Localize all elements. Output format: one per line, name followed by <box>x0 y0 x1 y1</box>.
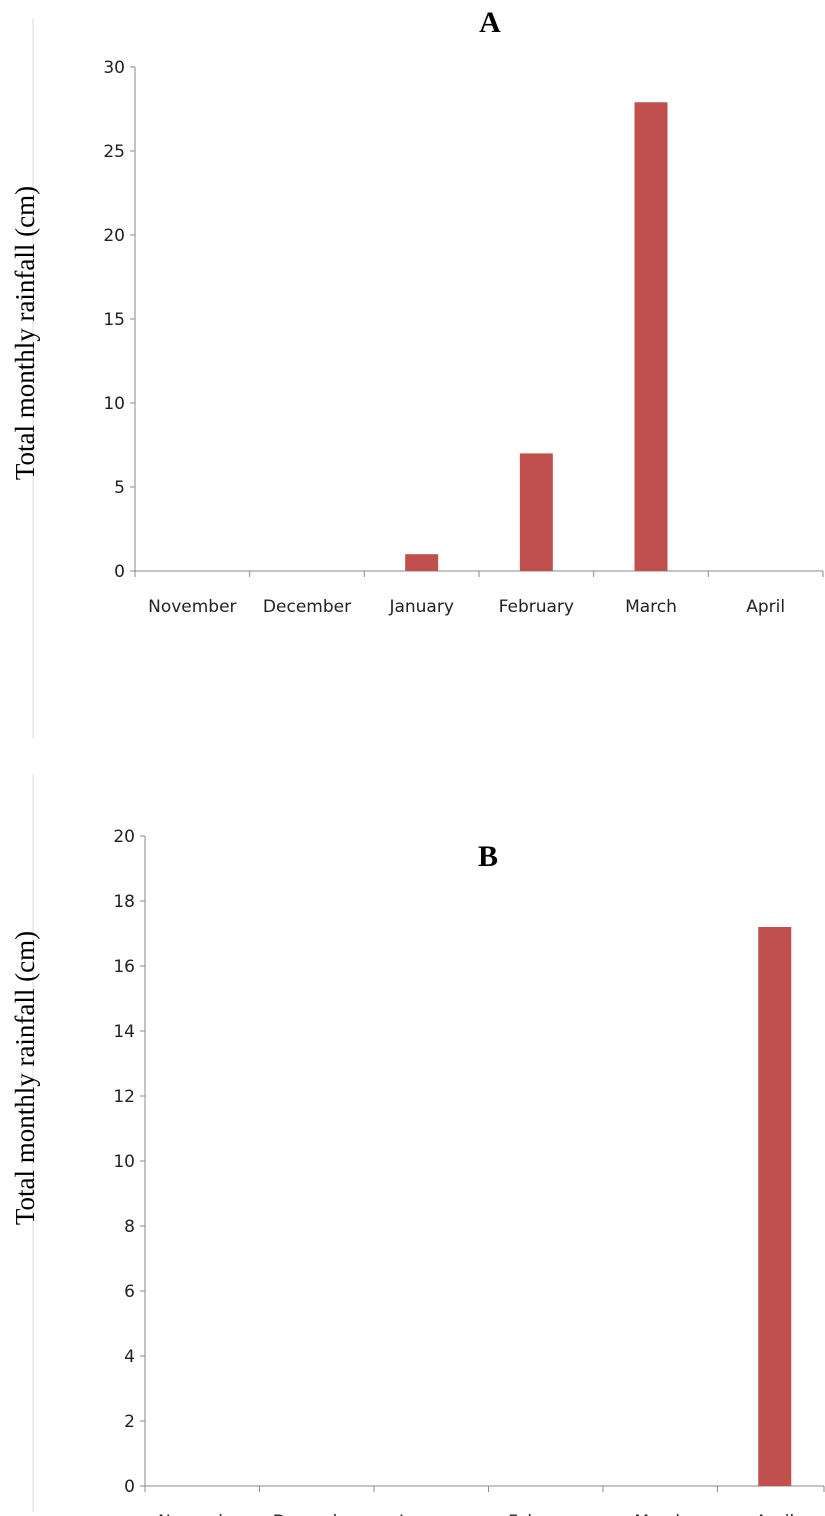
chart-b-y-tick-label: 6 <box>124 1282 135 1302</box>
chart-a-x-tick-label: December <box>263 597 351 617</box>
chart-a-y-tick-label: 0 <box>114 562 125 582</box>
chart-a-y-tick-label: 25 <box>103 142 125 162</box>
chart-a-x-tick-label: April <box>746 597 785 617</box>
chart-b-y-tick-label: 4 <box>124 1347 135 1367</box>
chart-b-y-tick-label: 2 <box>124 1412 135 1432</box>
chart-b-title: B <box>478 840 498 873</box>
chart-a-title: A <box>479 6 501 39</box>
chart-a-plot-area: 0 5 10 15 20 25 30 November December January Febru… <box>103 58 824 617</box>
chart-b-y-tick-label: 14 <box>113 1022 135 1042</box>
chart-b-x-tick-label: November <box>158 1512 246 1516</box>
chart-b-bar-april <box>758 927 792 1486</box>
chart-a-y-tick-label: 20 <box>103 226 125 246</box>
chart-a-x-tick-label: November <box>148 597 236 617</box>
chart-b-plot-area: 0 2 4 6 8 10 12 14 16 18 20 November December January… <box>113 827 825 1516</box>
chart-b-x-tick-label: January <box>398 1512 463 1516</box>
chart-a-bar-january <box>405 554 439 571</box>
chart-b-x-tick-label: March <box>634 1512 686 1516</box>
chart-b-x-tick-label: February <box>508 1512 583 1516</box>
chart-b-x-tick-label: December <box>273 1512 361 1516</box>
chart-b-y-tick-label: 8 <box>124 1217 135 1237</box>
chart-a-x-tick-label: March <box>625 597 677 617</box>
chart-b-y-tick-label: 18 <box>113 892 135 912</box>
chart-b-x-tick-label: April <box>755 1512 794 1516</box>
chart-a-y-tick-label: 10 <box>103 394 125 414</box>
chart-a-bar-march <box>634 102 668 571</box>
chart-b-y-tick-label: 20 <box>113 827 135 847</box>
chart-a-y-tick-label: 5 <box>114 478 125 498</box>
chart-b-y-tick-label: 16 <box>113 957 135 977</box>
chart-b-y-tick-label: 10 <box>113 1152 135 1172</box>
chart-a-y-axis-label: Total monthly rainfall (cm) <box>10 186 40 480</box>
chart-a-y-tick-label: 15 <box>103 310 125 330</box>
chart-a: A Total monthly rainfall (cm) 0 5 10 15 20 25… <box>10 6 824 738</box>
chart-b-y-tick-label: 0 <box>124 1477 135 1497</box>
chart-b-y-tick-label: 12 <box>113 1087 135 1107</box>
chart-b-y-axis-label: Total monthly rainfall (cm) <box>10 931 40 1225</box>
chart-b: B Total monthly rainfall (cm) 0 2 4 6 8 10 12 1… <box>10 775 825 1516</box>
chart-a-x-tick-label: January <box>388 597 453 617</box>
chart-a-x-tick-label: February <box>499 597 574 617</box>
chart-a-y-tick-label: 30 <box>103 58 125 78</box>
chart-a-bar-february <box>519 453 553 571</box>
